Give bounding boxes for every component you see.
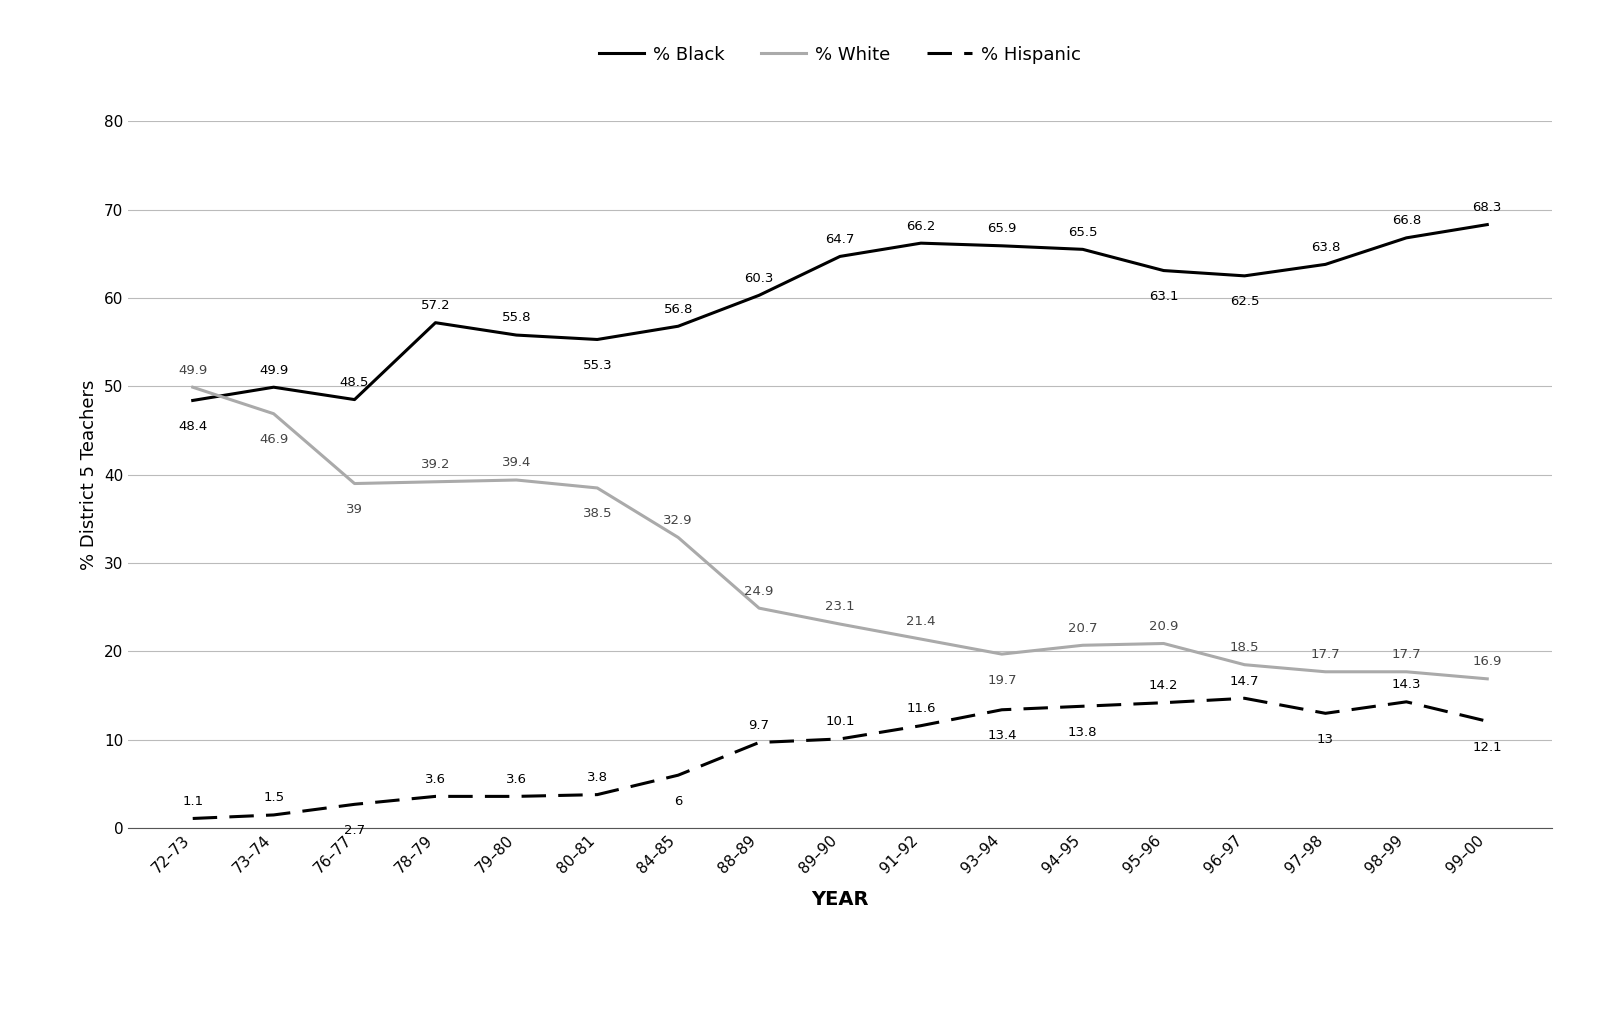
Text: 2.7: 2.7: [344, 824, 365, 836]
Text: 10.1: 10.1: [826, 715, 854, 728]
Text: 24.9: 24.9: [744, 585, 774, 598]
Text: 49.9: 49.9: [178, 364, 208, 377]
Text: 39: 39: [346, 503, 363, 516]
Text: 1.5: 1.5: [262, 792, 285, 804]
Text: 20.9: 20.9: [1149, 620, 1178, 633]
Text: 6: 6: [674, 795, 682, 808]
Text: 32.9: 32.9: [664, 514, 693, 527]
Text: 66.8: 66.8: [1392, 214, 1421, 227]
Text: 48.5: 48.5: [339, 376, 370, 389]
Text: 65.9: 65.9: [987, 222, 1016, 235]
Text: 12.1: 12.1: [1472, 740, 1502, 753]
Text: 20.7: 20.7: [1067, 622, 1098, 634]
Text: 48.4: 48.4: [178, 420, 208, 433]
Text: 62.5: 62.5: [1230, 295, 1259, 308]
Text: 21.4: 21.4: [906, 615, 936, 628]
Text: 68.3: 68.3: [1472, 201, 1502, 214]
Text: 13: 13: [1317, 733, 1334, 745]
Text: 38.5: 38.5: [582, 507, 613, 520]
Text: 14.3: 14.3: [1392, 679, 1421, 691]
Text: 65.5: 65.5: [1067, 226, 1098, 238]
Y-axis label: % District 5 Teachers: % District 5 Teachers: [80, 380, 98, 570]
Text: 3.6: 3.6: [426, 773, 446, 786]
Text: 39.4: 39.4: [502, 457, 531, 470]
Text: 17.7: 17.7: [1392, 648, 1421, 662]
Text: 57.2: 57.2: [421, 299, 450, 312]
Text: 11.6: 11.6: [906, 702, 936, 715]
Text: 14.2: 14.2: [1149, 679, 1178, 692]
Text: 60.3: 60.3: [744, 272, 774, 285]
Text: 1.1: 1.1: [182, 795, 203, 808]
Text: 66.2: 66.2: [906, 219, 936, 232]
Text: 23.1: 23.1: [826, 601, 854, 613]
Text: 18.5: 18.5: [1230, 641, 1259, 654]
X-axis label: YEAR: YEAR: [811, 891, 869, 909]
Text: 13.8: 13.8: [1067, 725, 1098, 738]
Text: 3.6: 3.6: [506, 773, 526, 786]
Text: 63.1: 63.1: [1149, 290, 1178, 303]
Text: 13.4: 13.4: [987, 729, 1016, 742]
Text: 16.9: 16.9: [1472, 655, 1502, 669]
Text: 64.7: 64.7: [826, 233, 854, 245]
Text: 55.3: 55.3: [582, 359, 613, 372]
Text: 49.9: 49.9: [259, 364, 288, 377]
Text: 63.8: 63.8: [1310, 240, 1341, 254]
Text: 3.8: 3.8: [587, 771, 608, 784]
Text: 19.7: 19.7: [987, 674, 1016, 687]
Text: 17.7: 17.7: [1310, 648, 1341, 662]
Legend: % Black, % White, % Hispanic: % Black, % White, % Hispanic: [592, 38, 1088, 71]
Text: 39.2: 39.2: [421, 459, 450, 471]
Text: 46.9: 46.9: [259, 433, 288, 446]
Text: 14.7: 14.7: [1230, 675, 1259, 688]
Text: 9.7: 9.7: [749, 719, 770, 732]
Text: 56.8: 56.8: [664, 303, 693, 315]
Text: 55.8: 55.8: [502, 311, 531, 324]
